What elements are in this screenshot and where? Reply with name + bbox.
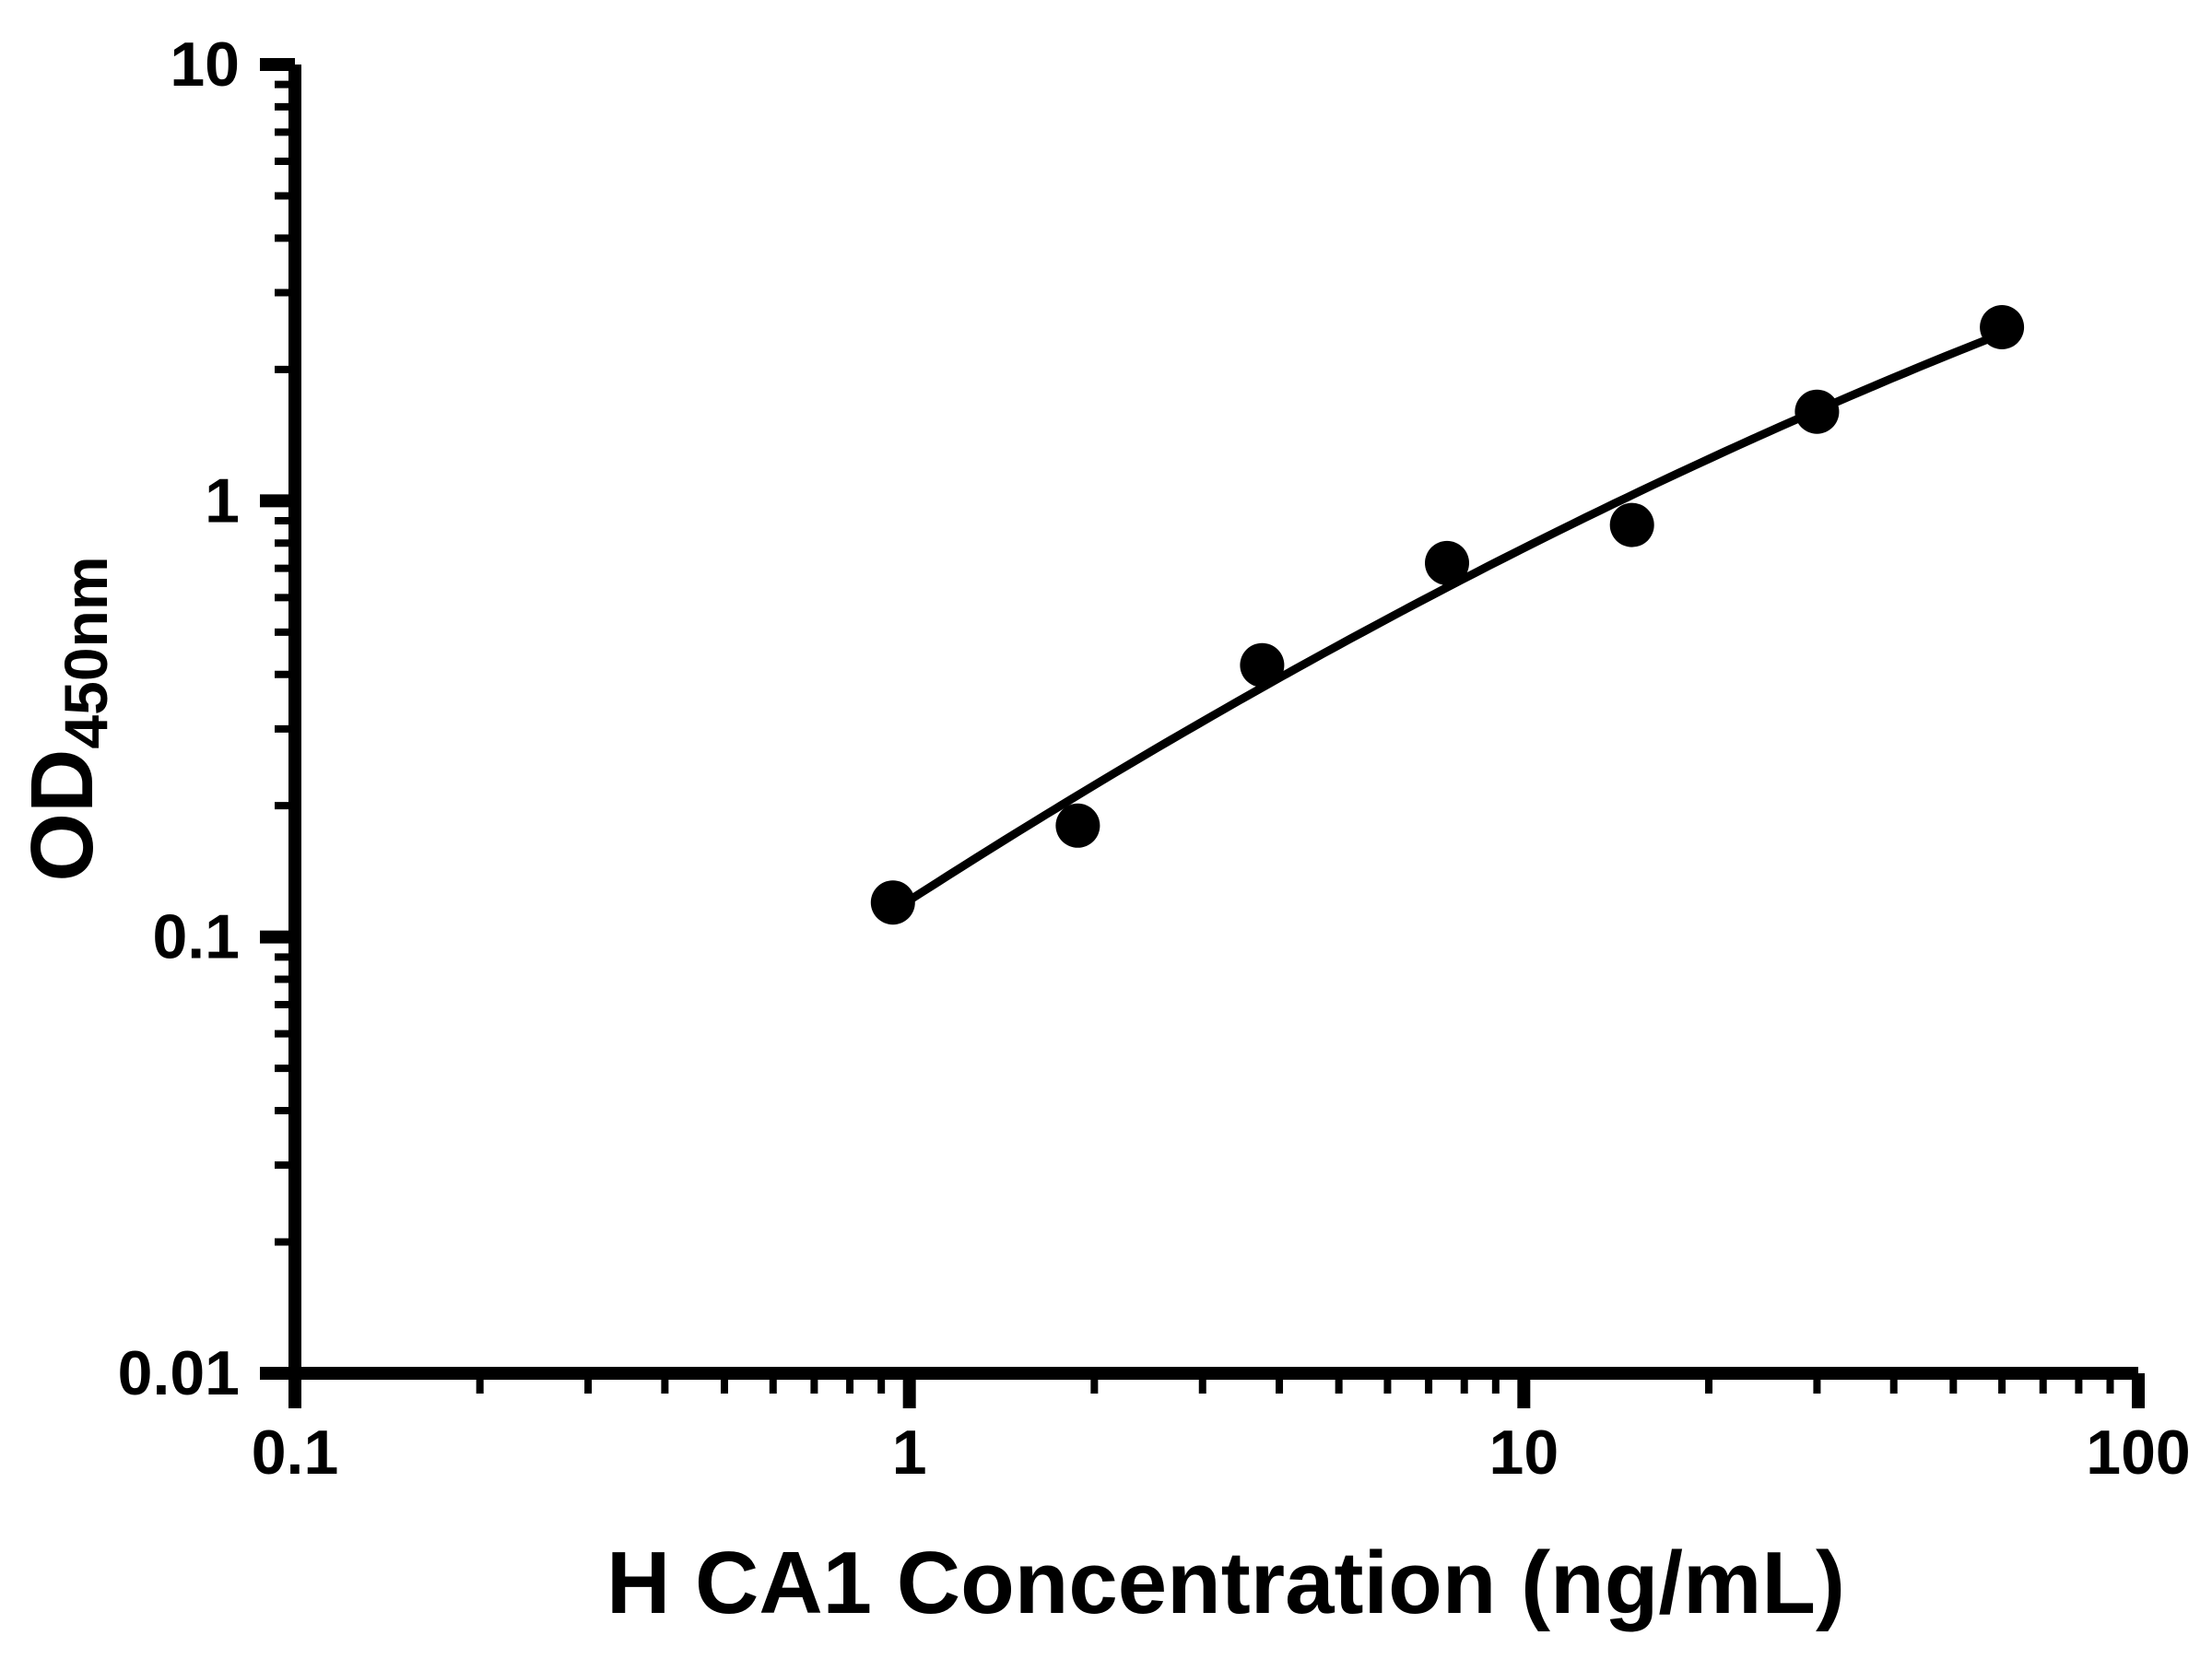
data-point	[1609, 502, 1654, 547]
data-point	[1980, 305, 2025, 349]
x-tick-label: 100	[2086, 1418, 2190, 1488]
y-axis-title-sub: 450nm	[52, 556, 120, 748]
data-point	[1240, 642, 1285, 688]
data-point	[1794, 389, 1840, 434]
y-tick-label: 0.01	[118, 1338, 240, 1408]
y-tick-label: 10	[170, 29, 240, 100]
data-point	[1055, 803, 1100, 848]
x-axis-title: H CA1 Concentration (ng/mL)	[606, 1534, 1845, 1632]
x-tick-label: 1	[892, 1418, 927, 1488]
x-tick-label: 0.1	[252, 1418, 339, 1488]
data-point	[870, 880, 915, 925]
data-point	[1425, 540, 1469, 585]
y-axis-title-main: OD	[13, 749, 112, 882]
y-tick-label: 0.1	[152, 902, 240, 972]
y-tick-label: 1	[205, 465, 240, 535]
x-tick-label: 10	[1489, 1418, 1559, 1488]
y-axis-title: OD450nm	[13, 556, 120, 881]
